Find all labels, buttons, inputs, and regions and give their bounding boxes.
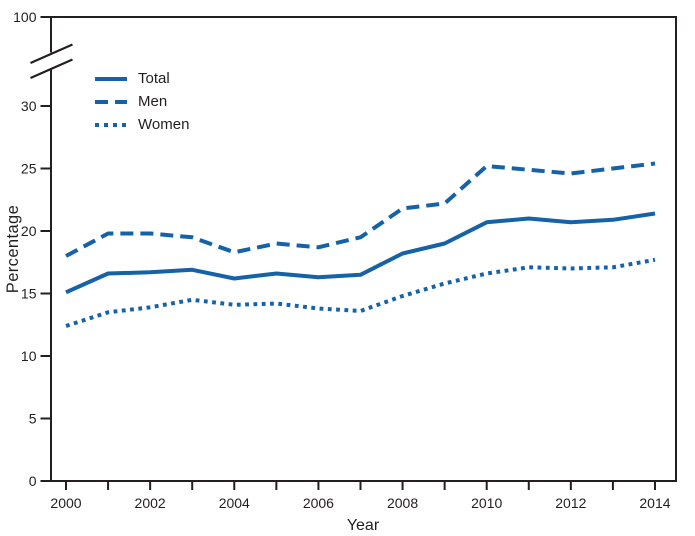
- series-line-women: [65, 257, 656, 328]
- legend-swatch-dashed-line-icon: [95, 99, 127, 104]
- y-axis-tick-label: 10: [21, 348, 37, 364]
- y-axis-tick-label: 30: [21, 98, 37, 114]
- legend-label-total: Total: [138, 70, 170, 87]
- y-axis-tick-label: 20: [21, 223, 37, 239]
- legend-item-total: Total: [95, 71, 189, 86]
- y-axis-tick-label: 5: [29, 410, 37, 426]
- legend-swatch-solid-line-icon: [95, 76, 127, 81]
- chart-render-root: 0 5 10 15 20 25 30 100 2000 2002 2004 2006 2008 2010 2…: [13, 9, 677, 511]
- legend-swatch-dotted-line-icon: [95, 122, 127, 127]
- legend-item-women: Women: [95, 117, 189, 132]
- x-axis-tick-label: 2012: [555, 495, 586, 511]
- x-axis-tick-label: 2000: [50, 495, 81, 511]
- series-line-men: [65, 161, 656, 258]
- y-axis-break-icon: [30, 43, 73, 80]
- legend: Total Men Women: [95, 71, 189, 132]
- plot-border: [51, 16, 677, 482]
- legend-label-women: Women: [138, 116, 190, 133]
- x-axis-title: Year: [347, 517, 380, 534]
- series-line-total: [65, 211, 656, 295]
- y-axis-title: Percentage: [4, 205, 22, 293]
- legend-item-men: Men: [95, 94, 189, 109]
- x-axis-tick-label: 2002: [135, 495, 166, 511]
- y-axis-tick-label: 100: [13, 9, 37, 25]
- x-axis-tick-label: 2014: [639, 495, 670, 511]
- x-axis-tick-label: 2006: [303, 495, 334, 511]
- x-axis-tick-label: 2008: [387, 495, 418, 511]
- y-axis-tick-label: 25: [21, 160, 37, 176]
- legend-label-men: Men: [138, 93, 168, 110]
- x-axis-tick-label: 2010: [471, 495, 502, 511]
- x-axis-tick-label: 2004: [219, 495, 250, 511]
- y-axis-tick-label: 0: [29, 473, 37, 489]
- y-axis-tick-label: 15: [21, 285, 37, 301]
